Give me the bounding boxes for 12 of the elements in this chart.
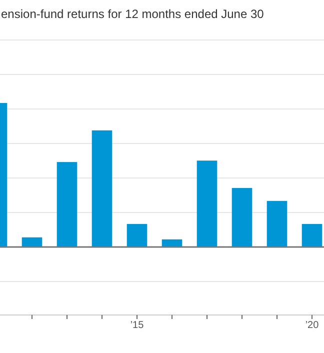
- chart-title: ension-fund returns for 12 months ended June 30: [1, 7, 264, 21]
- bar: [266, 200, 288, 247]
- bar: [232, 188, 252, 247]
- bar: [126, 224, 148, 247]
- bar: [162, 239, 182, 247]
- x-tick-label: ’20: [305, 320, 320, 331]
- bar: [196, 160, 218, 247]
- x-tick-label: ’15: [130, 320, 144, 331]
- bar: [56, 162, 78, 247]
- bar: [302, 224, 322, 247]
- bar: [22, 237, 42, 247]
- bar: [92, 130, 112, 247]
